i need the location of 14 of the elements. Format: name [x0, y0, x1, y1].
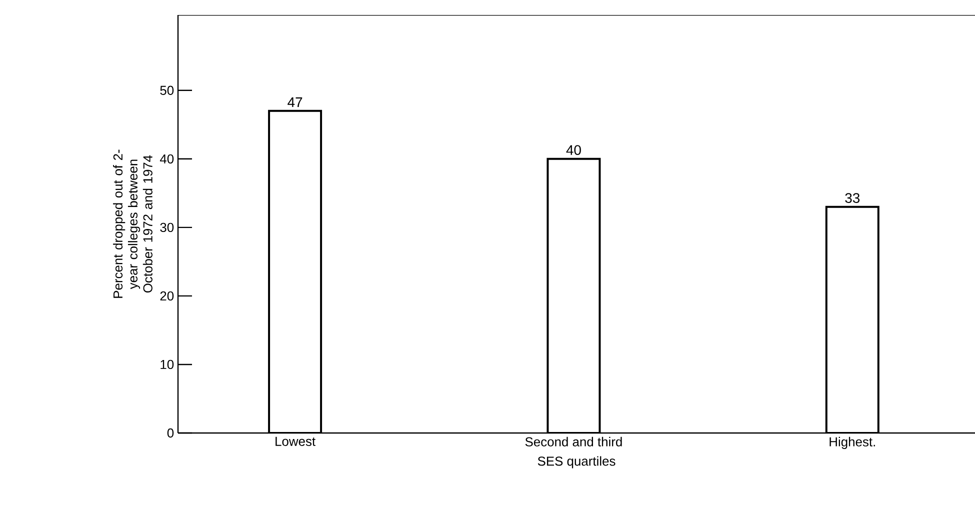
x-tick-label: Highest. — [830, 436, 875, 449]
data-label: 47 — [288, 97, 302, 108]
y-tick-label: 40 — [160, 154, 174, 164]
y-axis-title: Percent dropped out of 2-year colleges between October 1972 and 1974 — [113, 150, 152, 298]
data-label: 40 — [566, 145, 581, 155]
y-tick-label: 0 — [167, 428, 174, 438]
y-tick-label: 10 — [160, 360, 174, 370]
x-axis-title: SES quartiles — [538, 456, 616, 468]
y-tick-label: 50 — [160, 86, 174, 95]
x-tick-label: Lowest — [276, 436, 316, 446]
data-label: 33 — [845, 193, 860, 203]
x-tick-label: Second and third — [525, 436, 622, 446]
y-tick-label: 20 — [160, 291, 174, 301]
y-tick-label: 30 — [160, 222, 174, 232]
